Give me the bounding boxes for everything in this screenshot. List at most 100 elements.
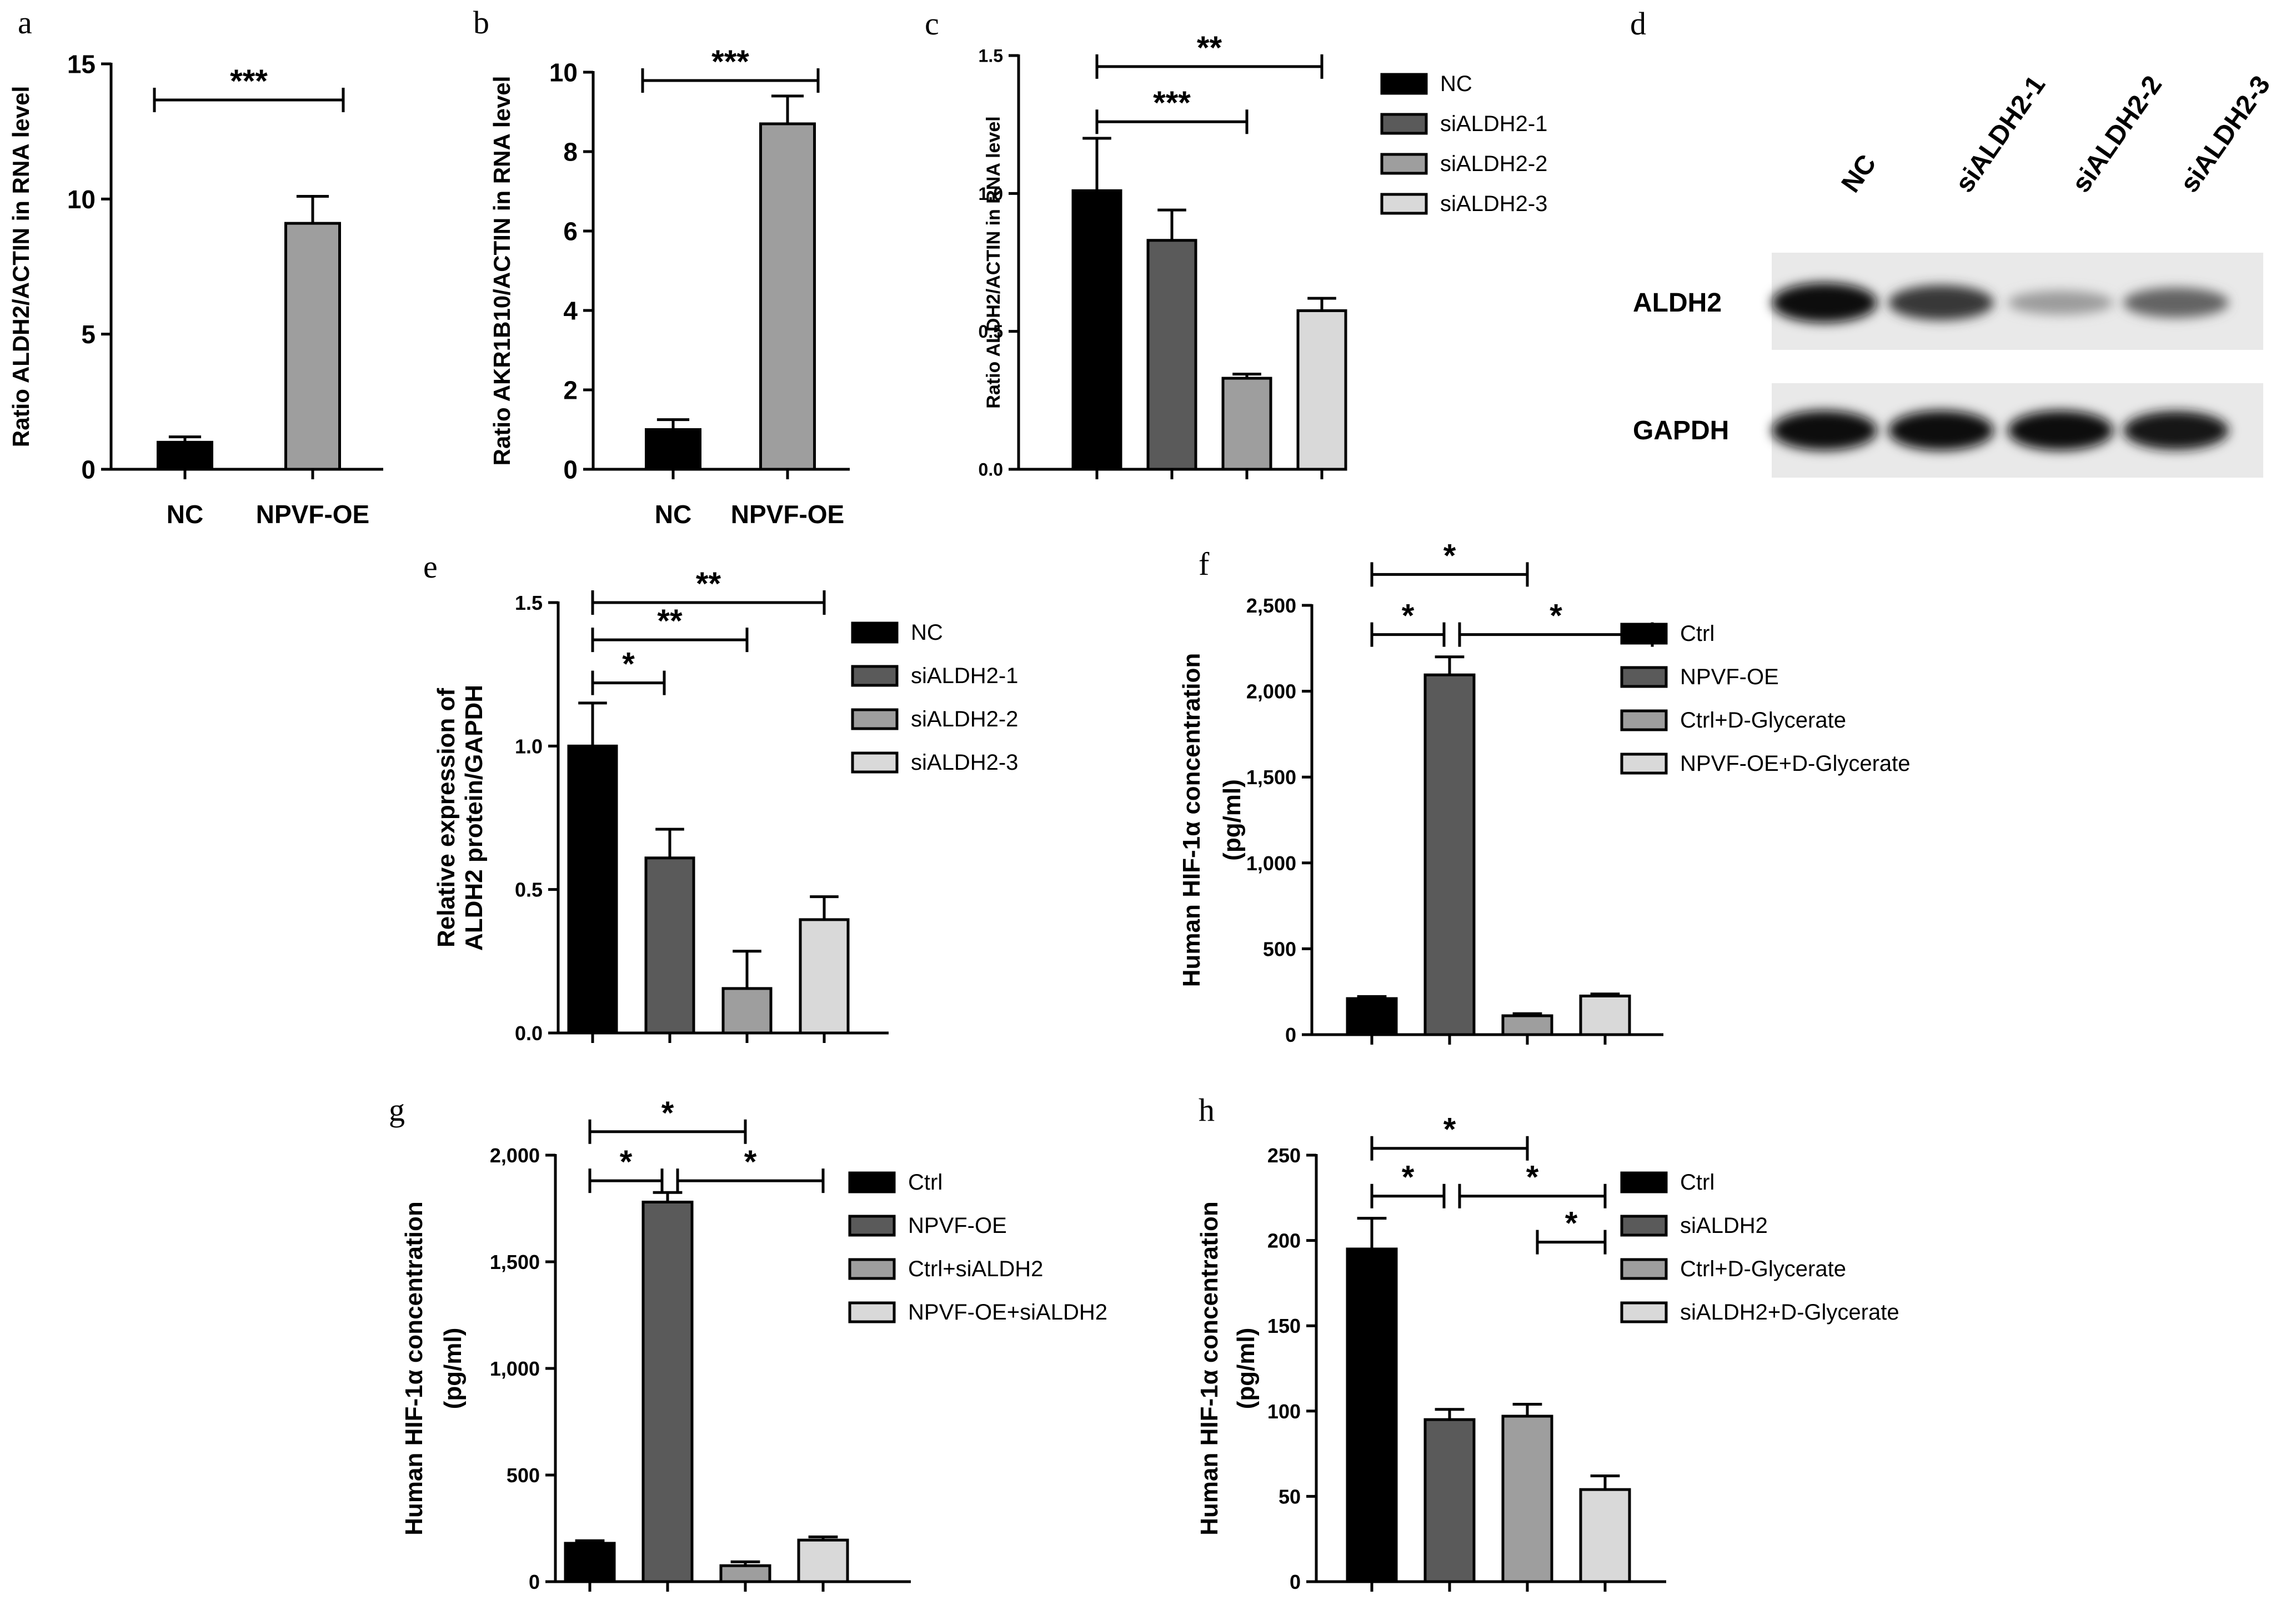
legend-swatch [1380,153,1428,175]
significance-label: ** [657,603,683,639]
legend-label: siALDH2 [1680,1213,1768,1238]
legend-label: NPVF-OE+siALDH2 [908,1300,1107,1325]
panel-letter: f [1199,546,1210,582]
legend-label: Ctrl [908,1170,943,1195]
legend-swatch [851,621,899,644]
legend-swatch [1620,1215,1668,1237]
bar-Ctrl [1346,997,1398,1036]
legend-label: NPVF-OE [1680,665,1779,689]
legend-swatch [1620,666,1668,688]
y-tick-label: 8 [563,138,578,167]
legend-swatch [848,1301,896,1323]
y-tick-label: 6 [563,217,578,246]
legend-swatch [851,665,899,687]
y-tick-label: 0 [1290,1571,1301,1593]
bar-siALDH2-3 [1296,309,1347,471]
y-tick-label: 250 [1267,1144,1301,1167]
bar-siALDH2-1 [1146,239,1197,471]
y-tick-label: 4 [563,297,578,325]
panel-letter: a [18,4,32,41]
panel-letter: h [1199,1092,1215,1128]
chart-panel-f: f 0 500 1,000 1,500 2,000 2,500 Human HIF-1α co… [1178,538,1911,1046]
bar-siALDH2-3 [799,918,850,1035]
legend-label: Ctrl+siALDH2 [908,1257,1043,1281]
legend-label: siALDH2-1 [1440,112,1547,136]
significance-label: ** [1197,30,1222,66]
legend-swatch [848,1258,896,1280]
y-tick-label: 1,000 [1246,852,1296,875]
y-tick-label: 1.0 [515,735,543,758]
significance-label: * [1402,598,1415,634]
y-tick-label: 500 [1263,937,1296,960]
significance-label: * [661,1095,674,1131]
y-axis-label: (pg/ml) [1232,1328,1260,1410]
legend-swatch [1620,709,1668,731]
significance-label: * [1526,1160,1539,1196]
bar-Ctrl+siALDH2 [719,1564,771,1583]
legend-swatch [848,1215,896,1237]
blot-band [1772,283,1877,323]
blot-band [2008,410,2113,450]
legend-label: NC [911,620,943,645]
significance-label: * [1443,538,1456,574]
y-axis-label: Ratio ALDH2/ACTIN in RNA level [983,116,1004,408]
legend-swatch [1620,753,1668,775]
bar-siALDH2-2 [1221,377,1272,471]
lane-label: siALDH2-3 [2175,71,2277,198]
chart-panel-c: c 0.0 0.5 1.0 1.5 Ratio ALDH2/ACTIN in RNA le… [925,6,1547,480]
legend-swatch [1380,193,1428,215]
y-axis-label: Ratio ALDH2/ACTIN in RNA level [8,86,34,447]
significance-label: ** [696,566,721,602]
bar-Ctrl+D-Glycerate [1501,1415,1553,1583]
bar-NC [157,440,213,471]
legend-swatch [1620,623,1668,645]
significance-label: * [1565,1206,1578,1242]
significance-label: * [622,646,635,683]
legend-label: siALDH2-3 [911,750,1018,775]
chart-panel-a: a 0 5 10 15 Ratio ALDH2/ACTIN in RNA level NC N… [8,4,383,529]
y-tick-label: 0 [1285,1024,1296,1046]
y-tick-label: 0.0 [979,460,1003,480]
legend-label: Ctrl [1680,1170,1715,1195]
legend-swatch [1380,73,1428,95]
y-tick-label: 500 [507,1464,540,1487]
legend-label: NPVF-OE [908,1213,1007,1238]
legend-swatch [1620,1171,1668,1193]
y-tick-label: 0 [81,455,96,484]
bar-NPVF-OE [641,1200,694,1583]
blot-band [1772,410,1877,450]
y-tick-label: 15 [67,50,96,79]
y-tick-label: 2,000 [490,1144,540,1167]
chart-panel-e: e 0.0 0.5 1.0 1.5 Relative expression of ALDH2… [423,549,1018,1045]
y-axis-label: Relative expression of [433,688,460,947]
legend-label: Ctrl+D-Glycerate [1680,1257,1846,1281]
y-tick-label: 100 [1267,1400,1301,1423]
legend-label: NPVF-OE+D-Glycerate [1680,751,1911,776]
chart-panel-b: b 0 2 4 6 8 10 Ratio AKR1B10/ACTIN in RNA level… [473,4,850,529]
significance-label: * [1550,598,1562,634]
significance-label: *** [230,63,268,99]
y-tick-label: 5 [81,320,96,349]
panel-letter: c [925,6,939,42]
y-tick-label: 50 [1279,1485,1301,1508]
blot-band [2123,287,2229,318]
chart-panel-h: h 0 50 100 150 200 250 Human HIF-1α concentrati… [1196,1092,1899,1593]
legend-label: Ctrl [1680,621,1715,646]
blot-row-label: GAPDH [1633,416,1729,445]
bar-NPVF-OE+D-Glycerate [1579,994,1631,1036]
y-axis-label: Human HIF-1α concentration [400,1201,428,1536]
blot-band [2123,411,2229,450]
y-tick-label: 0 [529,1571,540,1593]
lane-label: siALDH2-2 [2067,71,2168,198]
legend-label: siALDH2+D-Glycerate [1680,1300,1899,1325]
y-tick-label: 1.5 [979,46,1003,66]
y-tick-label: 200 [1267,1230,1301,1252]
panel-letter: e [423,549,438,585]
blot-row-label: ALDH2 [1633,288,1722,318]
legend-swatch [1380,113,1428,135]
y-tick-label: 0 [563,455,578,484]
y-axis-label: Human HIF-1α concentration [1178,653,1205,987]
y-tick-label: 2 [563,376,578,405]
legend-label: siALDH2-2 [911,707,1018,731]
y-tick-label: 10 [549,58,578,87]
